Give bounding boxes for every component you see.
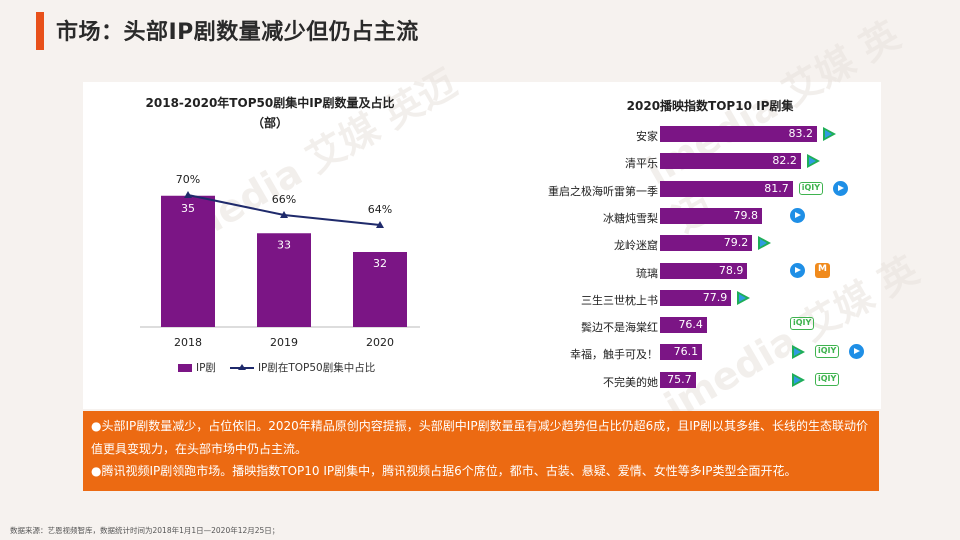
iqiyi-icon: iQIY [798, 181, 824, 195]
tencent-video-icon [790, 344, 805, 360]
right-chart-title: 2020播映指数TOP10 IP剧集 [626, 99, 794, 113]
hbar-row: 鬓边不是海棠红 76.4 iQIY [500, 313, 880, 340]
hbar-category-label: 鬓边不是海棠红 [581, 321, 658, 335]
hbar-value-label: 75.7 [667, 372, 692, 386]
ip-drama-count-chart: 35 2018 33 2019 32 2020 70% 66% 64% [140, 173, 420, 349]
youku-icon [849, 344, 865, 360]
x-tick-label: 2018 [174, 336, 202, 349]
hbar-bar: 77.9 [660, 289, 732, 306]
x-tick-label: 2019 [270, 336, 298, 349]
hbar-row: 冰糖炖雪梨 79.8 [500, 204, 880, 231]
hbar-value-label: 79.2 [723, 236, 749, 250]
hbar-bar: 79.2 [660, 235, 753, 252]
platform-icons [756, 235, 772, 251]
tencent-video-icon [756, 235, 772, 251]
legend-line-label: IP剧在TOP50剧集中占比 [257, 362, 376, 374]
platform-icons [790, 262, 830, 278]
share-value-label: 70% [176, 173, 200, 186]
summary-point-2: ●腾讯视频IP剧领跑市场。播映指数TOP10 IP剧集中，腾讯视频占据6个席位，… [91, 464, 797, 478]
hbar-bar: 82.2 [660, 153, 801, 170]
youku-icon [833, 180, 849, 196]
platform-icons: iQIY [790, 344, 865, 360]
platform-icons [805, 153, 820, 169]
page-title: 市场：头部IP剧数量减少但仍占主流 [56, 20, 419, 45]
hbar-category-label: 安家 [636, 130, 658, 143]
share-point [184, 191, 192, 198]
iqiyi-icon: iQIY [790, 317, 815, 331]
hbar-row: 重启之极海听雷第一季 81.7 iQIY [500, 177, 880, 204]
hbar-category-label: 清平乐 [625, 157, 658, 171]
legend-item-line: IP剧在TOP50剧集中占比 [229, 360, 376, 375]
data-source-note: 数据来源：艺恩视频智库，数据统计时间为2018年1月1日—2020年12月25日… [10, 526, 280, 535]
bar-value-label: 33 [277, 238, 291, 251]
platform-icons: iQIY [790, 372, 840, 387]
hbar-row: 龙岭迷窟 79.2 [500, 231, 880, 258]
title-accent-bar [36, 12, 44, 50]
legend-line-swatch [229, 363, 254, 373]
tencent-video-icon [821, 126, 837, 141]
platform-icons [790, 207, 805, 223]
legend-bar-swatch [178, 363, 192, 372]
youku-icon [790, 207, 805, 223]
share-point [280, 211, 288, 218]
hbar-value-label: 76.1 [673, 345, 699, 359]
hbar-value-label: 79.8 [733, 208, 759, 222]
tencent-video-icon [805, 153, 820, 169]
iqiyi-icon: iQIY [815, 345, 840, 359]
iqiyi-icon: iQIY [815, 372, 840, 386]
left-chart-title-line1: 2018-2020年TOP50剧集中IP剧数量及占比 [145, 96, 395, 110]
hbar-value-label: 81.7 [764, 181, 789, 195]
hbar-category-label: 龙岭迷窟 [614, 239, 658, 253]
hbar-bar: 76.4 [660, 317, 707, 334]
mgtv-icon [815, 262, 830, 278]
platform-icons [735, 290, 751, 305]
tencent-video-icon [735, 290, 751, 305]
left-chart-legend: IP剧 IP剧在TOP50剧集中占比 [178, 360, 389, 375]
hbar-value-label: 83.2 [788, 127, 814, 140]
hbar-value-label: 78.9 [718, 263, 744, 277]
bar-2020 [353, 252, 407, 327]
left-chart-title-line2: （部） [251, 116, 288, 130]
bar-2019 [257, 233, 311, 327]
hbar-bar: 75.7 [660, 371, 696, 388]
hbar-value-label: 76.4 [678, 318, 703, 332]
hbar-category-label: 不完美的她 [603, 375, 658, 389]
summary-box: ●头部IP剧数量减少，占位依旧。2020年精品原创内容提振，头部剧中IP剧数量虽… [83, 411, 879, 491]
legend-bar-label: IP剧 [196, 362, 216, 374]
platform-icons: iQIY [790, 317, 815, 331]
left-chart-title: 2018-2020年TOP50剧集中IP剧数量及占比 （部） [120, 93, 420, 133]
bar-value-label: 32 [373, 257, 387, 270]
hbar-bar: 81.7 [660, 180, 793, 197]
hbar-row: 安家 83.2 [500, 122, 880, 149]
summary-point-1: ●头部IP剧数量减少，占位依旧。2020年精品原创内容提振，头部剧中IP剧数量虽… [91, 419, 868, 456]
share-point [376, 221, 384, 228]
hbar-bar: 78.9 [660, 262, 748, 279]
hbar-row: 不完美的她 75.7 iQIY [500, 368, 880, 395]
hbar-row: 清平乐 82.2 [500, 149, 880, 176]
bar-value-label: 35 [181, 202, 195, 215]
hbar-value-label: 77.9 [702, 290, 728, 304]
hbar-category-label: 幸福，触手可及！ [570, 348, 658, 362]
bar-2018 [161, 195, 215, 327]
hbar-category-label: 重启之极海听雷第一季 [548, 184, 658, 198]
platform-icons [821, 126, 837, 141]
share-value-label: 64% [368, 203, 392, 216]
hbar-bar: 76.1 [660, 344, 703, 361]
share-value-label: 66% [272, 193, 296, 206]
hbar-row: 琉璃 78.9 [500, 259, 880, 286]
hbar-bar: 83.2 [660, 126, 818, 142]
x-tick-label: 2020 [366, 336, 394, 349]
hbar-row: 幸福，触手可及！ 76.1 iQIY [500, 340, 880, 367]
hbar-row: 三生三世枕上书 77.9 [500, 286, 880, 313]
hbar-category-label: 冰糖炖雪梨 [603, 211, 658, 225]
hbar-category-label: 三生三世枕上书 [581, 293, 658, 307]
hbar-value-label: 82.2 [772, 154, 797, 168]
youku-icon [790, 262, 805, 278]
hbar-bar: 79.8 [660, 207, 762, 224]
tencent-video-icon [790, 372, 805, 387]
platform-icons: iQIY [798, 180, 849, 196]
legend-item-bar: IP剧 [178, 360, 216, 375]
hbar-category-label: 琉璃 [636, 266, 658, 280]
